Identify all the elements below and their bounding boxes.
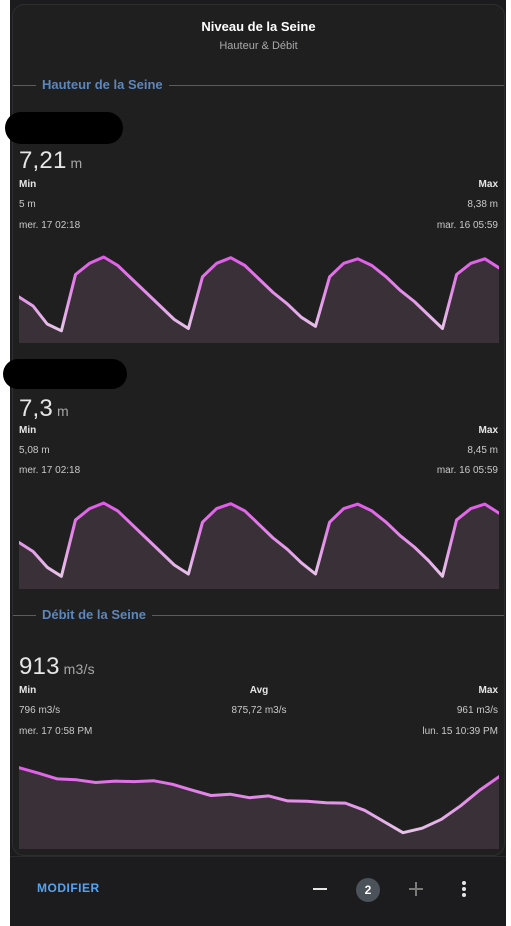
sensor2-min-label: Min [19, 425, 37, 436]
redacted-entity-name [3, 359, 127, 389]
modify-button[interactable]: MODIFIER [37, 881, 100, 895]
sensor3-min-time: mer. 17 0:58 PM [19, 726, 93, 737]
redacted-entity-name [5, 112, 123, 144]
dialog-footer: MODIFIER 2 [10, 856, 506, 926]
section-divider-hauteur [13, 85, 504, 86]
graph-area-fill [19, 767, 499, 849]
sensor2-history-graph[interactable] [19, 495, 499, 589]
sensor3-avg-value: 875,72 m3/s [231, 705, 287, 716]
sensor3-history-graph[interactable] [19, 757, 499, 849]
seine-card[interactable]: Niveau de la Seine Hauteur & Débit Haute… [3, 4, 505, 856]
sensor3-avg-label: Avg [249, 685, 269, 696]
graph-area-fill [19, 503, 499, 589]
sensor2-min-value: 5,08 m [19, 445, 50, 456]
graph-area-fill [19, 257, 499, 343]
sensor1-history-graph[interactable] [19, 249, 499, 343]
sensor2-value[interactable]: 7,3 m [19, 395, 69, 423]
sensor1-max-time: mar. 16 05:59 [436, 220, 498, 231]
sensor1-max-label: Max [478, 179, 498, 190]
sensor2-max-label: Max [478, 425, 498, 436]
graph-line [19, 501, 499, 578]
sensor1-unit: m [70, 155, 83, 171]
sensor3-value-number: 913 [19, 653, 60, 680]
sensor1-value-number: 7,21 [19, 147, 67, 174]
sensor2-unit: m [56, 403, 69, 419]
section-label-hauteur: Hauteur de la Seine [36, 77, 169, 92]
card-subtitle: Hauteur & Débit [219, 40, 298, 52]
footer-divider [10, 856, 506, 857]
sensor3-min-label: Min [19, 685, 37, 696]
sensor3-value[interactable]: 913 m3/s [19, 653, 95, 681]
sensor1-value[interactable]: 7,21 m [19, 147, 82, 175]
sensor1-max-value: 8,38 m [467, 199, 498, 210]
plus-icon[interactable] [403, 876, 429, 902]
sensor3-max-time: lun. 15 10:39 PM [422, 726, 498, 737]
sensor1-min-time: mer. 17 02:18 [19, 220, 81, 231]
sensor2-value-number: 7,3 [19, 395, 53, 422]
sensor1-min-value: 5 m [19, 199, 36, 210]
minus-icon[interactable] [307, 876, 333, 902]
sensor2-min-time: mer. 17 02:18 [19, 465, 81, 476]
sensor3-max-value: 961 m3/s [456, 705, 498, 716]
sensor2-max-value: 8,45 m [467, 445, 498, 456]
sensor1-min-label: Min [19, 179, 37, 190]
sensor2-max-time: mar. 16 05:59 [436, 465, 498, 476]
section-divider-debit [13, 615, 504, 616]
graph-line [19, 766, 499, 835]
graph-line [19, 255, 499, 333]
sensor3-max-label: Max [478, 685, 498, 696]
sensor3-min-value: 796 m3/s [19, 705, 61, 716]
card-title: Niveau de la Seine [201, 19, 316, 34]
more-vertical-icon[interactable] [451, 876, 477, 902]
sensor3-unit: m3/s [63, 661, 95, 677]
card-count-badge: 2 [356, 878, 380, 902]
section-label-debit: Débit de la Seine [36, 607, 153, 622]
